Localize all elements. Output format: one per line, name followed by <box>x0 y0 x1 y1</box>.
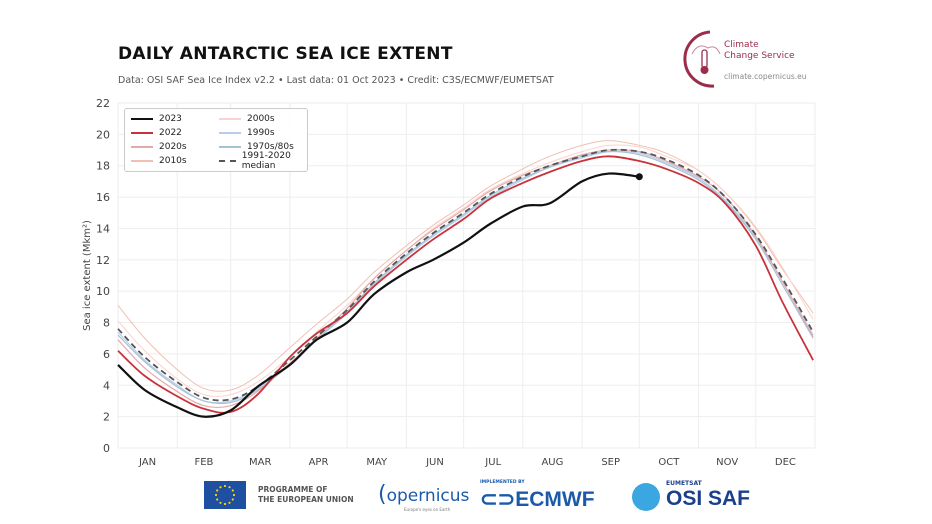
legend-item: 2023 <box>131 112 182 125</box>
series-line-2022 <box>117 155 814 414</box>
y-tick-label: 12 <box>96 254 110 267</box>
logo-line2: Change Service <box>724 51 795 61</box>
legend-item: 1970s/80s <box>219 140 294 153</box>
y-tick-label: 22 <box>96 97 110 110</box>
y-tick-label: 14 <box>96 222 110 235</box>
y-tick-label: 2 <box>103 411 110 424</box>
series-line-2000s <box>117 144 814 397</box>
x-tick-label: APR <box>309 457 329 468</box>
legend-label: 2022 <box>159 127 182 138</box>
legend-swatch <box>131 159 153 162</box>
logo-url[interactable]: climate.copernicus.eu <box>724 72 807 81</box>
legend-item: 2020s <box>131 140 187 153</box>
legend-swatch <box>219 117 241 120</box>
series-line-2020s <box>117 149 814 409</box>
legend-item: 2022 <box>131 126 182 139</box>
y-tick-label: 20 <box>96 128 110 141</box>
x-tick-label: JUN <box>425 457 444 468</box>
x-tick-label: MAR <box>249 457 271 468</box>
legend-label: 2020s <box>159 141 187 152</box>
eu-flag-icon <box>204 481 246 509</box>
series-line-1991-2020-median <box>117 148 814 402</box>
x-tick-label: JAN <box>138 457 156 468</box>
ecmwf-logo: ⊂⊃ECMWF <box>480 487 595 512</box>
legend-item: 1991-2020 median <box>219 151 307 171</box>
ecmwf-text: ECMWF <box>515 488 595 511</box>
legend-label: 2023 <box>159 113 182 124</box>
legend-label: 2000s <box>247 113 275 124</box>
legend-label: 2010s <box>159 155 187 166</box>
x-tick-label: JUL <box>484 457 501 468</box>
y-tick-label: 4 <box>103 379 110 392</box>
osi-saf-logo: OSI SAF <box>666 487 751 510</box>
y-tick-label: 10 <box>96 285 110 298</box>
series-line-1970s-80s <box>117 150 814 405</box>
y-tick-label: 6 <box>103 348 110 361</box>
ecmwf-icon: ⊂⊃ <box>480 488 516 511</box>
x-tick-label: SEP <box>601 457 620 468</box>
legend-label: 1991-2020 median <box>241 150 291 171</box>
legend-item: 2000s <box>219 112 275 125</box>
series-line-2023 <box>117 172 640 418</box>
footer-logos: PROGRAMME OF THE EUROPEAN UNION (opernicu… <box>0 474 932 518</box>
y-axis-label: Sea ice extent (Mkm²) <box>82 220 93 331</box>
legend-swatch <box>131 117 153 120</box>
legend-swatch <box>131 145 153 148</box>
legend-swatch <box>219 131 241 134</box>
logo-line1: Climate <box>724 40 759 50</box>
legend-item: 1990s <box>219 126 275 139</box>
legend-swatch <box>219 145 241 148</box>
x-tick-label: AUG <box>541 457 563 468</box>
chart-title: DAILY ANTARCTIC SEA ICE EXTENT <box>118 44 453 64</box>
x-tick-label: OCT <box>658 457 680 468</box>
copernicus-text: opernicus <box>386 486 470 506</box>
x-tick-label: NOV <box>716 457 738 468</box>
legend-label: 1970s/80s <box>247 141 294 152</box>
eu-line2: THE EUROPEAN UNION <box>258 495 354 504</box>
y-tick-label: 8 <box>103 317 110 330</box>
y-tick-label: 16 <box>96 191 110 204</box>
series-end-marker <box>635 173 643 181</box>
legend-label: 1990s <box>247 127 275 138</box>
x-tick-label: FEB <box>194 457 213 468</box>
legend-swatch <box>219 159 236 162</box>
copernicus-tagline: Europe's eyes on Earth <box>404 507 451 512</box>
y-tick-label: 18 <box>96 160 110 173</box>
x-tick-label: MAY <box>366 457 388 468</box>
legend: 2023 2022 2020s 2010s 2000s 1990s 1970s/80s 199… <box>124 108 308 172</box>
ecmwf-sub: IMPLEMENTED BY <box>480 480 525 485</box>
eu-line1: PROGRAMME OF <box>258 485 328 494</box>
osi-saf-icon <box>632 483 660 511</box>
chart-subtitle: Data: OSI SAF Sea Ice Index v2.2 • Last … <box>118 75 554 86</box>
thermometer-cloud-icon <box>683 30 721 88</box>
legend-swatch <box>131 131 153 134</box>
c3s-logo: Climate Change Service climate.copernicus… <box>680 28 840 92</box>
y-tick-label: 0 <box>103 442 110 455</box>
osi-sub: EUMETSAT <box>666 480 702 487</box>
x-tick-label: DEC <box>775 457 796 468</box>
series-line-1990s <box>117 150 814 404</box>
copernicus-logo: (opernicus Europe's eyes on Earth <box>378 482 470 512</box>
legend-item: 2010s <box>131 154 187 167</box>
